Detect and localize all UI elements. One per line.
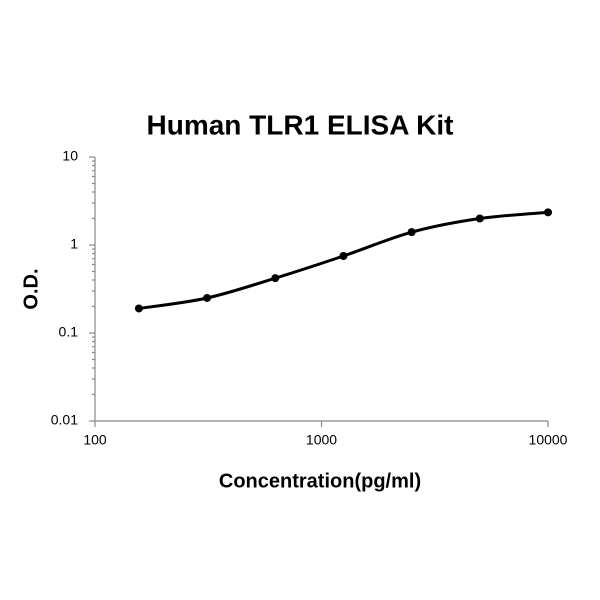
y-tick-label: 0.01 (51, 412, 78, 428)
x-tick-label: 1000 (306, 432, 337, 448)
data-point (339, 251, 348, 260)
data-point (407, 228, 416, 237)
data-point (544, 208, 552, 217)
data-point (134, 304, 143, 313)
data-point (203, 293, 212, 302)
y-axis-label: O.D. (20, 268, 42, 309)
data-point (271, 274, 280, 283)
chart-title: Human TLR1 ELISA Kit (147, 109, 454, 140)
y-tick-label: 1 (70, 236, 78, 252)
y-tick-label: 0.1 (59, 324, 79, 340)
x-tick-label: 100 (83, 432, 107, 448)
x-tick-label: 10000 (529, 432, 568, 448)
x-axis-label: Concentration(pg/ml) (219, 470, 421, 492)
data-point (475, 214, 484, 223)
y-tick-label: 10 (62, 148, 78, 164)
